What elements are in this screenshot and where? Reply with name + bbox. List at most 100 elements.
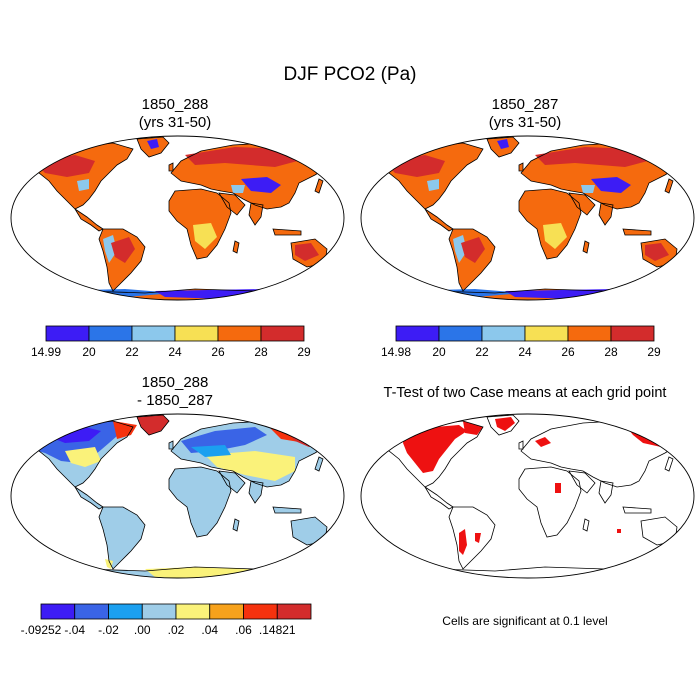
land-africa	[169, 189, 231, 259]
field-region-9	[191, 445, 231, 457]
coastline-india	[248, 480, 264, 504]
coastline-centralAmerica	[74, 486, 104, 510]
coastline-northAmerica	[24, 142, 134, 210]
field-region-2	[241, 177, 281, 193]
colorbar-1-label-1: 20	[82, 345, 96, 359]
panel-1-title-line2: (yrs 31-50)	[138, 114, 212, 131]
colorbar-2-label-0: 14.98	[381, 345, 411, 359]
field-region-1	[65, 447, 101, 467]
colorbar-1-label-5: 28	[254, 345, 268, 359]
colorbar-1-swatch-1	[88, 325, 133, 342]
panel-1-title-line1: 1850_288	[141, 96, 209, 113]
coastline-northAmerica	[374, 420, 484, 488]
colorbar-3-swatch-6	[243, 603, 278, 620]
colorbar-panel-3: -.09252 -.04 -.02 .00 .02 .04 .06 .14821	[21, 603, 312, 637]
coastline-northAmerica	[24, 420, 134, 488]
coastline-arabia	[218, 470, 246, 494]
panel-2-title: 1850_287 (yrs 31-50)	[375, 96, 675, 132]
land-india	[249, 481, 263, 503]
coastline-madagascar	[232, 518, 240, 532]
colorbar-2-label-1: 20	[432, 345, 446, 359]
colorbar-1-swatch-3	[174, 325, 219, 342]
colorbar-3-label-3: .00	[134, 623, 151, 637]
field-region-7	[77, 179, 89, 191]
significant-cells-8	[617, 529, 621, 533]
map-border	[360, 413, 695, 579]
field-region-5	[111, 237, 135, 263]
land-australia	[291, 517, 327, 545]
panel-4-title: T-Test of two Case means at each grid po…	[350, 384, 700, 402]
land-japan	[315, 457, 323, 471]
coastline-uk	[168, 440, 174, 450]
coastline-arabia	[568, 192, 596, 216]
coastline-southAmerica	[448, 506, 496, 570]
coastline-indonesia	[272, 506, 302, 514]
colorbar-1-swatch-0	[45, 325, 90, 342]
colorbar-3-label-0: -.09252	[21, 623, 62, 637]
map-panel-3	[10, 413, 345, 579]
colorbar-3-swatch-3	[141, 603, 177, 620]
land-africa	[169, 467, 231, 537]
colorbar-3-label-5: .04	[201, 623, 218, 637]
land-centralAmerica	[75, 209, 103, 231]
land-japan	[665, 457, 673, 471]
field-region-7	[427, 179, 439, 191]
coastline-arabia	[218, 192, 246, 216]
coastline-madagascar	[232, 240, 240, 254]
coastline-northAmerica	[374, 142, 484, 210]
field-region-1	[185, 147, 305, 167]
field-region-3	[231, 185, 245, 193]
colorbar-3-label-1: -.04	[64, 623, 85, 637]
coastline-india	[598, 202, 614, 226]
field-region-6	[193, 223, 217, 249]
colorbar-2-label-6: 29	[647, 345, 661, 359]
field-region-4	[137, 415, 169, 435]
panel-1-title: 1850_288 (yrs 31-50)	[25, 96, 325, 132]
significant-cells-7	[555, 483, 561, 493]
colorbar-panel-2: 14.98 20 22 24 26 28 29	[381, 325, 661, 359]
significant-cells-2	[495, 417, 515, 431]
land-uk	[169, 163, 173, 171]
panel-3-title-line1: 1850_288	[141, 374, 209, 391]
colorbar-2-swatch-2	[481, 325, 526, 342]
map-border	[360, 135, 695, 301]
coastline-uk	[518, 440, 524, 450]
figure-title: DJF PCO2 (Pa)	[283, 64, 417, 85]
land-uk	[519, 163, 523, 171]
colorbar-1-label-3: 24	[168, 345, 182, 359]
land-southAmerica	[99, 507, 145, 569]
colorbar-2-swatch-0	[395, 325, 440, 342]
field-region-2	[45, 427, 101, 443]
coastline-centralAmerica	[424, 486, 454, 510]
panel-3-title: 1850_288 - 1850_287	[25, 374, 325, 410]
field-region-1	[535, 147, 655, 167]
coastline-japan	[664, 456, 674, 472]
map-border	[10, 413, 345, 579]
panel-2-title-line1: 1850_287	[491, 96, 559, 113]
field-region-11	[105, 559, 113, 569]
coastline-arabia	[568, 470, 596, 494]
coastline-indonesia	[622, 228, 652, 236]
field-region-11	[645, 243, 669, 261]
field-region-11	[295, 243, 319, 261]
significance-note: Cells are significant at 0.1 level	[442, 614, 608, 628]
map-panel-1	[10, 135, 345, 301]
field-region-4	[453, 235, 467, 263]
field-region-4	[103, 235, 117, 263]
land-centralAmerica	[75, 487, 103, 509]
land-centralAmerica	[425, 209, 453, 231]
significant-cells-0	[403, 425, 467, 473]
colorbar-3-label-2: -.02	[98, 623, 119, 637]
field-region-2	[591, 177, 631, 193]
land-centralAmerica	[425, 487, 453, 509]
land-antarctica	[383, 567, 675, 578]
coastline-indonesia	[272, 228, 302, 236]
field-region-10	[147, 139, 159, 149]
colorbar-3-swatch-0	[40, 603, 76, 620]
coastline-japan	[314, 456, 324, 472]
coastline-japan	[314, 178, 324, 194]
colorbar-1-swatch-5	[260, 325, 305, 342]
land-india	[599, 203, 613, 225]
colorbar-panel-1: 14.99 20 22 24 26 28 29	[31, 325, 311, 359]
colorbar-1-label-4: 26	[211, 345, 225, 359]
